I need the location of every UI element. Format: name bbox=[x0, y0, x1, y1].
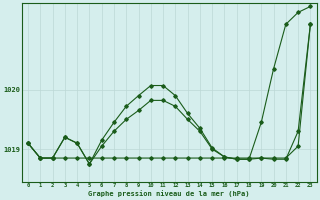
X-axis label: Graphe pression niveau de la mer (hPa): Graphe pression niveau de la mer (hPa) bbox=[88, 190, 250, 197]
